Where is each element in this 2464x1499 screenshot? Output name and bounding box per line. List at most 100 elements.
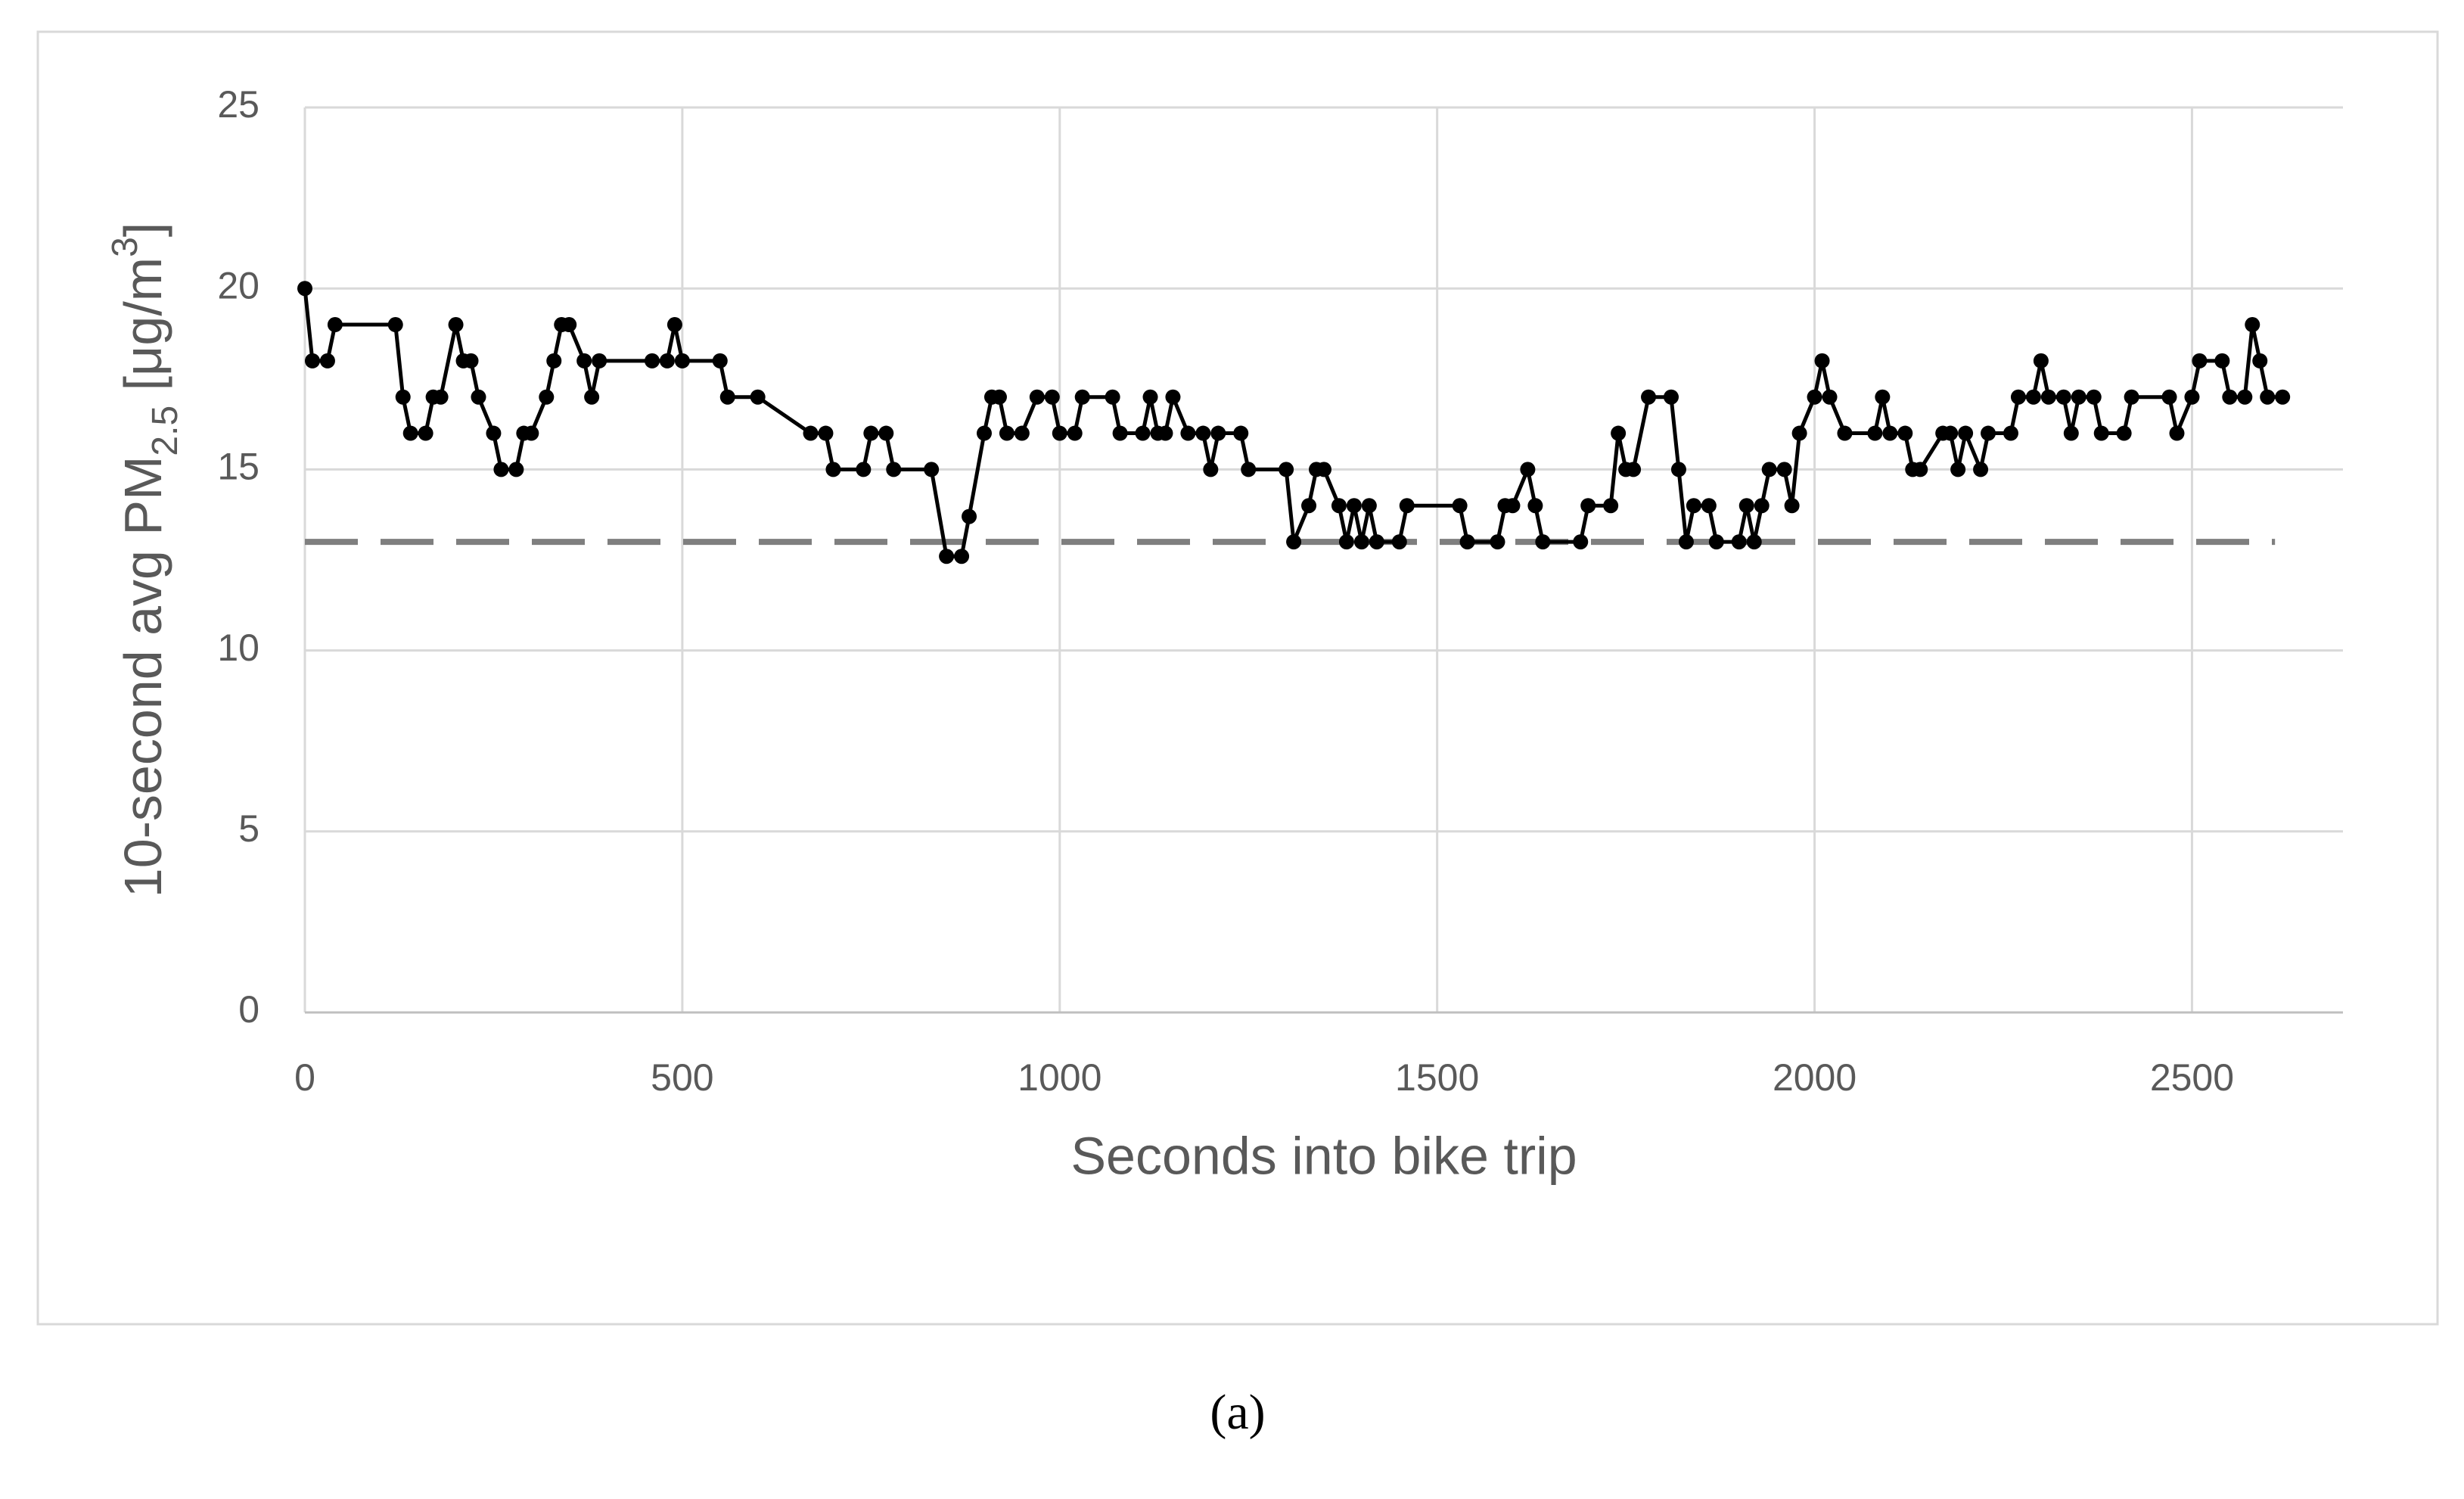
data-point xyxy=(2275,389,2291,405)
data-point xyxy=(1897,425,1913,441)
data-point xyxy=(1626,462,1642,477)
data-point xyxy=(1708,534,1724,550)
data-point xyxy=(1459,534,1475,550)
data-point xyxy=(1353,534,1369,550)
data-point xyxy=(2237,389,2253,405)
data-point xyxy=(1580,498,1596,514)
data-point xyxy=(1520,462,1536,477)
x-tick-label: 1000 xyxy=(1018,1056,1101,1099)
data-point xyxy=(1701,498,1717,514)
data-point xyxy=(1754,498,1770,514)
data-point xyxy=(1210,425,1226,441)
data-point xyxy=(1535,534,1551,550)
data-point xyxy=(2222,389,2238,405)
data-point xyxy=(319,353,335,369)
data-point xyxy=(2260,389,2276,405)
data-point xyxy=(2124,389,2139,405)
data-point xyxy=(825,462,841,477)
data-point xyxy=(886,462,902,477)
data-point xyxy=(1791,425,1807,441)
data-point xyxy=(546,353,562,369)
data-point xyxy=(1203,462,1219,477)
data-point xyxy=(750,389,766,405)
data-point xyxy=(448,317,464,333)
data-point xyxy=(1505,498,1521,514)
data-point xyxy=(2169,425,2185,441)
data-point xyxy=(1195,425,1211,441)
data-point xyxy=(856,462,872,477)
data-point xyxy=(1135,425,1151,441)
data-point xyxy=(818,425,834,441)
data-point xyxy=(576,353,592,369)
data-point xyxy=(1746,534,1762,550)
data-point xyxy=(1067,425,1083,441)
data-point xyxy=(2025,389,2041,405)
data-point xyxy=(2192,353,2208,369)
data-point xyxy=(719,389,735,405)
data-point xyxy=(1241,462,1257,477)
data-point xyxy=(863,425,879,441)
data-point xyxy=(878,425,894,441)
data-point xyxy=(1361,498,1377,514)
data-point xyxy=(2010,389,2026,405)
data-point xyxy=(674,353,690,369)
data-point xyxy=(2161,389,2177,405)
data-point xyxy=(1286,534,1302,550)
data-point xyxy=(1279,462,1294,477)
data-point xyxy=(1875,389,1891,405)
y-label-part: [μg/m xyxy=(113,257,172,406)
data-point xyxy=(803,425,819,441)
y-tick-label: 20 xyxy=(217,264,259,306)
data-point xyxy=(1316,462,1331,477)
data-point xyxy=(1180,425,1196,441)
x-tick-label: 0 xyxy=(294,1056,315,1099)
data-point xyxy=(1678,534,1694,550)
data-point xyxy=(1233,425,1249,441)
y-label-part: 10-second avg PM xyxy=(113,456,172,898)
x-tick-label: 500 xyxy=(651,1056,713,1099)
data-point xyxy=(418,425,433,441)
data-point xyxy=(2071,389,2086,405)
y-label-part: ] xyxy=(113,222,172,237)
y-tick-label: 0 xyxy=(238,988,259,1031)
data-point xyxy=(2252,353,2268,369)
data-point xyxy=(1490,534,1505,550)
data-point xyxy=(1611,425,1627,441)
data-point xyxy=(1686,498,1701,514)
data-point xyxy=(1822,389,1838,405)
data-point xyxy=(1074,389,1090,405)
data-point xyxy=(2033,353,2049,369)
y-label-part: 2.5 xyxy=(145,406,185,456)
y-tick-label: 5 xyxy=(238,807,259,850)
y-tick-label: 10 xyxy=(217,627,259,669)
x-tick-label: 1500 xyxy=(1395,1056,1479,1099)
data-point xyxy=(584,389,600,405)
data-point xyxy=(1157,425,1173,441)
data-point xyxy=(1761,462,1777,477)
data-point xyxy=(977,425,992,441)
data-point xyxy=(1943,425,1959,441)
data-point xyxy=(433,389,449,405)
data-point xyxy=(327,317,343,333)
data-point xyxy=(1105,389,1120,405)
data-point xyxy=(1527,498,1543,514)
data-point xyxy=(1973,462,1989,477)
data-point xyxy=(712,353,728,369)
data-point xyxy=(1814,353,1830,369)
data-point xyxy=(1882,425,1898,441)
data-point xyxy=(304,353,320,369)
data-point xyxy=(524,425,539,441)
data-point xyxy=(1670,462,1686,477)
data-point xyxy=(1331,498,1347,514)
data-point xyxy=(592,353,607,369)
y-tick-label: 25 xyxy=(217,83,259,126)
data-point xyxy=(1807,389,1822,405)
data-point xyxy=(508,462,524,477)
data-point xyxy=(1165,389,1181,405)
data-point xyxy=(1112,425,1128,441)
data-point xyxy=(666,317,682,333)
data-point xyxy=(954,549,970,564)
data-point xyxy=(2086,389,2102,405)
data-point xyxy=(1958,425,1974,441)
